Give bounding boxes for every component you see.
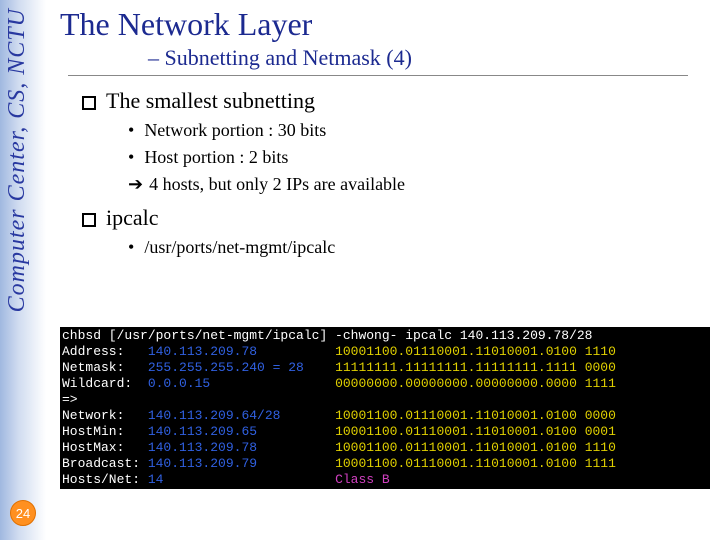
dot-bullet-icon: • [128, 120, 134, 141]
sidebar-label: Computer Center, CS, NCTU [4, 8, 31, 312]
bullet-list: The smallest subnetting • Network portio… [82, 88, 710, 258]
dot-bullet-icon: • [128, 147, 134, 168]
sub-item: • /usr/ports/net-mgmt/ipcalc [128, 237, 710, 258]
slide-subtitle: – Subnetting and Netmask (4) [148, 45, 710, 71]
bullet-item: ipcalc [82, 205, 710, 231]
bullet-text: The smallest subnetting [106, 88, 315, 114]
page-number-badge: 24 [10, 500, 36, 526]
sub-text: Network portion : 30 bits [144, 120, 326, 141]
sub-item: • Network portion : 30 bits [128, 120, 710, 141]
sub-item: ➔ 4 hosts, but only 2 IPs are available [128, 174, 710, 195]
terminal-output: chbsd [/usr/ports/net-mgmt/ipcalc] -chwo… [60, 327, 710, 489]
sub-text: Host portion : 2 bits [144, 147, 288, 168]
sub-list: • /usr/ports/net-mgmt/ipcalc [128, 237, 710, 258]
square-bullet-icon [82, 213, 96, 227]
sub-text: /usr/ports/net-mgmt/ipcalc [144, 237, 335, 258]
sub-text: 4 hosts, but only 2 IPs are available [149, 174, 405, 195]
sub-item: • Host portion : 2 bits [128, 147, 710, 168]
divider [68, 75, 688, 76]
slide-title: The Network Layer [60, 6, 710, 43]
bullet-text: ipcalc [106, 205, 159, 231]
arrow-icon: ➔ [128, 174, 143, 195]
dot-bullet-icon: • [128, 237, 134, 258]
main-content: The Network Layer – Subnetting and Netma… [60, 6, 710, 268]
square-bullet-icon [82, 96, 96, 110]
bullet-item: The smallest subnetting [82, 88, 710, 114]
sub-list: • Network portion : 30 bits • Host porti… [128, 120, 710, 195]
